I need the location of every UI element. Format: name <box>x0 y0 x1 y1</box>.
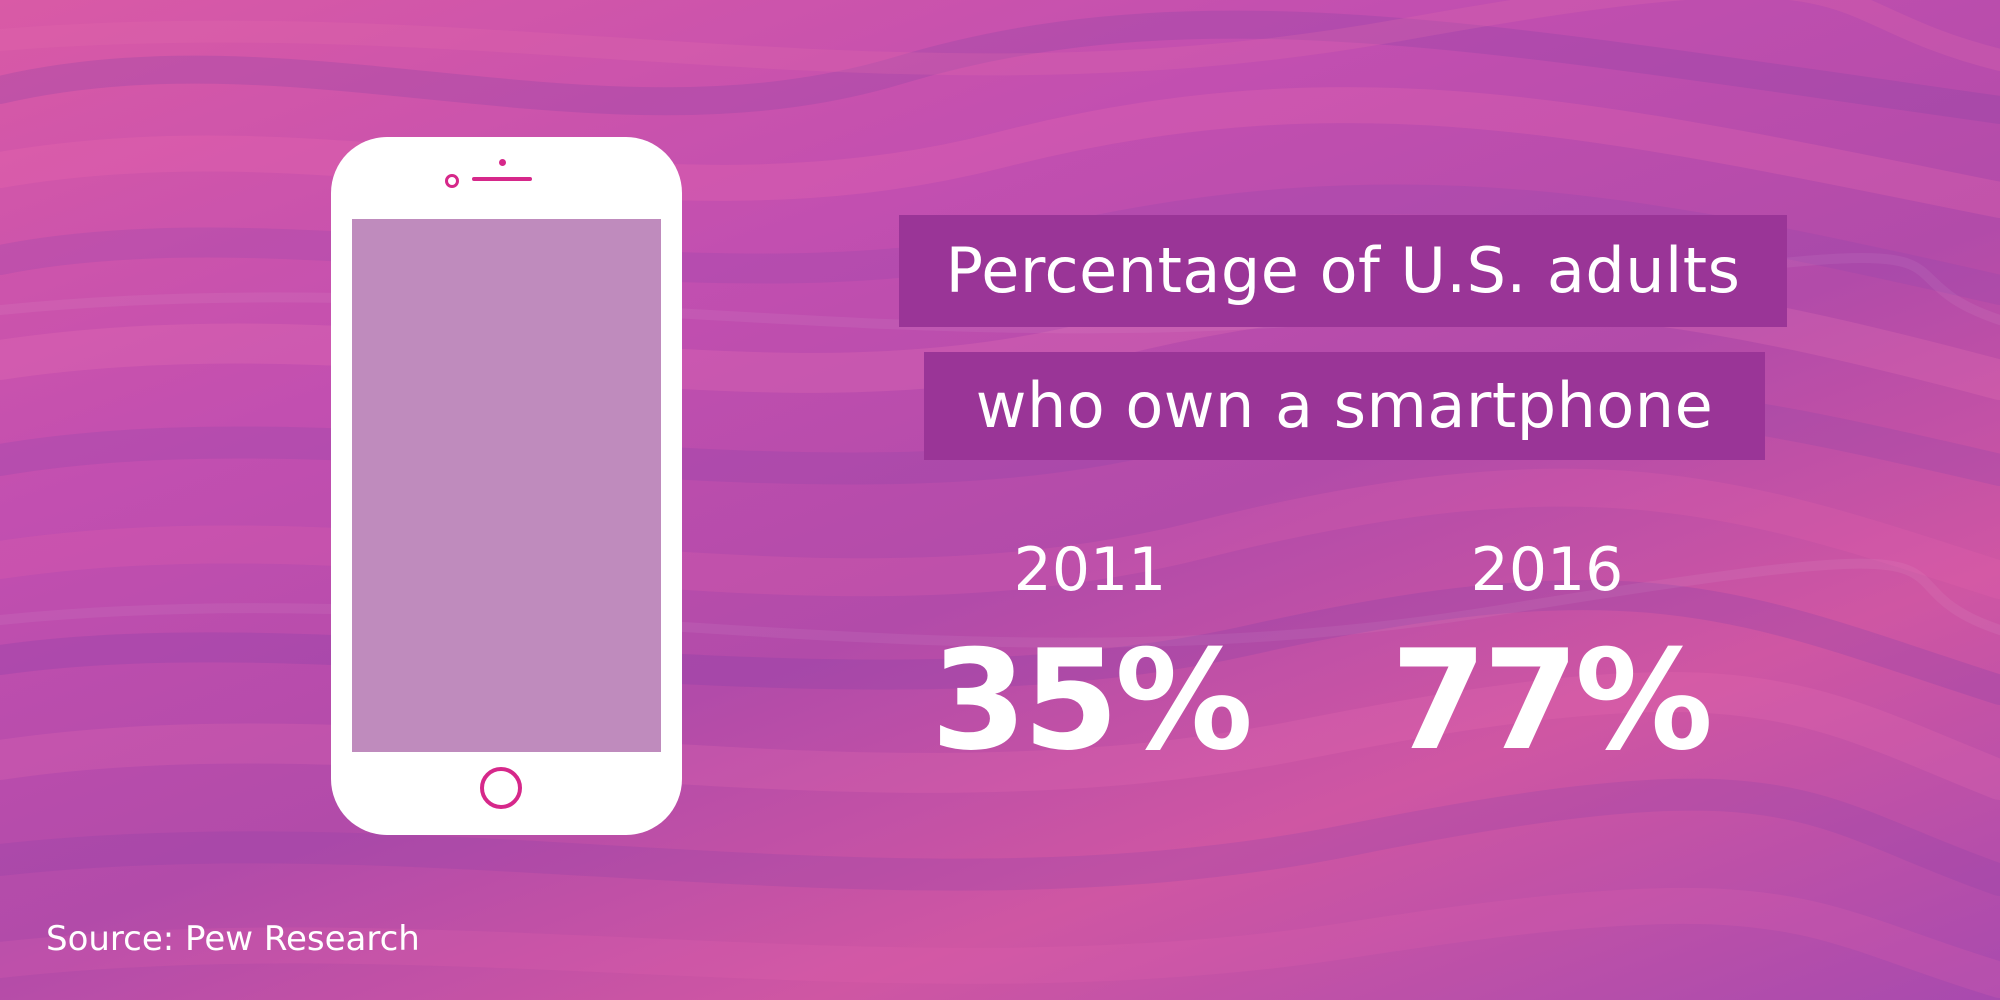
smartphone-icon <box>331 137 682 835</box>
stat-year-2016: 2016 <box>1470 535 1624 605</box>
stat-value-2016: 77% <box>1390 620 1713 781</box>
title-line-1: Percentage of U.S. adults <box>899 215 1787 327</box>
stat-value-2011: 35% <box>930 620 1253 781</box>
phone-sensor-icon <box>499 159 506 166</box>
phone-screen <box>352 219 661 752</box>
phone-camera-icon <box>445 174 459 188</box>
source-credit: Source: Pew Research <box>46 919 420 959</box>
phone-home-button-icon <box>480 767 522 809</box>
title-line-2: who own a smartphone <box>924 352 1765 460</box>
phone-speaker-icon <box>472 177 532 181</box>
stat-year-2011: 2011 <box>1013 535 1167 605</box>
